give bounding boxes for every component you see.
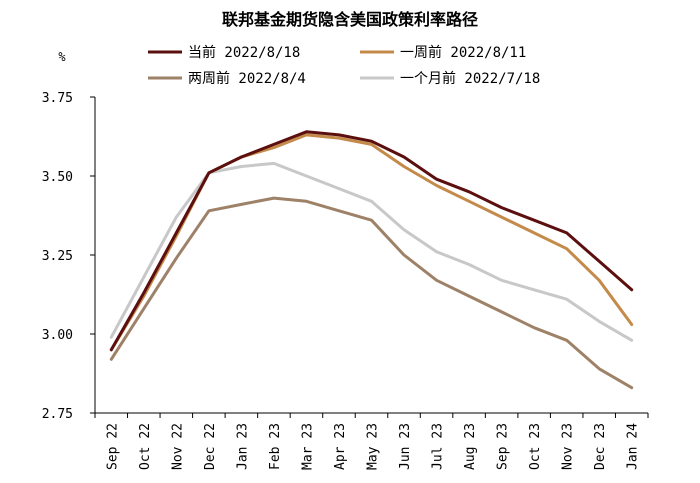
x-tick-label: Jun 23 [398,423,413,470]
series-line-1 [109,133,634,352]
series-lines [109,130,634,390]
y-tick-label: 3.25 [42,249,73,264]
chart-title: 联邦基金期货隐含美国政策利率路径 [222,10,478,29]
x-tick-label: Oct 23 [528,423,543,470]
y-axis-unit: % [58,50,66,64]
legend-label: 两周前 2022/8/4 [188,70,306,87]
x-tick-label: Sep 23 [496,423,511,470]
legend-item-3: 一个月前 2022/7/18 [360,70,540,87]
axes: 3.75 3.50 3.25 3.00 2.75 Sep 22 Oct 22 Nov 22 De… [42,91,649,470]
x-tick-label: Dec 23 [593,423,608,470]
y-tick-label: 2.75 [42,407,73,422]
y-tick-label: 3.75 [42,91,73,106]
legend: 当前 2022/8/18 一周前 2022/8/11 两周前 2022/8/4 一个月… [148,44,540,87]
series-line-2 [109,196,634,390]
legend-label: 一个月前 2022/7/18 [400,70,540,87]
series-line-3 [109,161,634,342]
legend-item-2: 两周前 2022/8/4 [148,70,306,87]
x-tick-label: Aug 23 [463,423,478,470]
x-tick-label: Jul 23 [431,423,446,470]
legend-item-0: 当前 2022/8/18 [148,44,300,61]
x-tick-label: Apr 23 [333,423,348,470]
x-tick-label: May 23 [366,423,381,470]
x-tick-label: Jan 24 [626,423,641,470]
x-tick-label: Nov 22 [170,423,185,470]
series-line-0 [109,130,634,352]
x-tick-label: Sep 22 [105,423,120,470]
y-tick-label: 3.50 [42,170,73,185]
x-tick-label: Jan 23 [235,423,250,470]
legend-item-1: 一周前 2022/8/11 [360,44,526,61]
x-tick-label: Nov 23 [561,423,576,470]
x-tick-label: Oct 22 [138,423,153,470]
x-tick-label: Dec 22 [203,423,218,470]
x-tick-label: Mar 23 [300,423,315,470]
legend-label: 当前 2022/8/18 [188,44,300,61]
y-tick-label: 3.00 [42,328,73,343]
legend-label: 一周前 2022/8/11 [400,44,526,61]
x-tick-label: Feb 23 [268,423,283,470]
